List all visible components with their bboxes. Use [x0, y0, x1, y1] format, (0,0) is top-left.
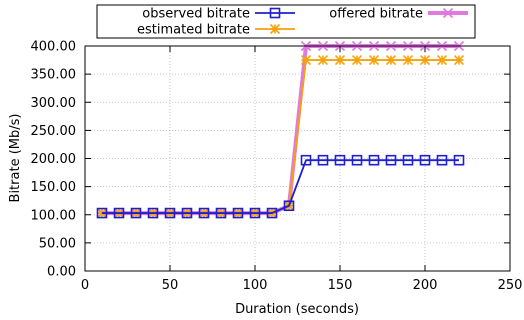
data-point [351, 54, 363, 66]
data-point [385, 154, 397, 166]
data-point [436, 54, 448, 66]
data-point [300, 54, 312, 66]
legend-item: estimated bitrate [137, 23, 295, 38]
y-tick-label: 350.00 [31, 68, 77, 83]
x-tick-label: 250 [498, 278, 523, 293]
x-tick-label: 150 [328, 278, 353, 293]
data-point [368, 154, 380, 166]
legend-marker [269, 7, 281, 19]
y-tick-label: 250.00 [31, 124, 77, 139]
data-point [419, 154, 431, 166]
data-point [436, 154, 448, 166]
y-tick-label: 200.00 [31, 152, 77, 167]
x-tick-label: 0 [81, 278, 89, 293]
data-point [453, 54, 465, 66]
x-tick-label: 100 [243, 278, 268, 293]
y-axis-label: Bitrate (Mb/s) [8, 114, 23, 203]
data-point [351, 154, 363, 166]
data-point [266, 207, 278, 219]
data-point [368, 54, 380, 66]
x-tick-label: 200 [413, 278, 438, 293]
data-point [419, 54, 431, 66]
data-point [334, 154, 346, 166]
data-point [317, 54, 329, 66]
data-point [96, 207, 108, 219]
data-point [232, 207, 244, 219]
legend-label: observed bitrate [142, 7, 250, 22]
legend-marker [442, 7, 454, 19]
data-point [317, 154, 329, 166]
y-tick-label: 50.00 [39, 236, 76, 251]
legend-marker [269, 23, 281, 35]
data-point [402, 54, 414, 66]
data-point [453, 154, 465, 166]
legend-item: offered bitrate [329, 7, 468, 22]
y-tick-label: 0.00 [47, 265, 76, 280]
legend-box [96, 4, 476, 39]
data-point [283, 200, 295, 212]
data-point [402, 154, 414, 166]
data-point [147, 207, 159, 219]
x-tick-label: 50 [162, 278, 179, 293]
legend-item: observed bitrate [142, 7, 295, 22]
legend-label: offered bitrate [329, 7, 423, 22]
y-tick-label: 400.00 [31, 40, 77, 55]
data-point [334, 54, 346, 66]
y-tick-label: 150.00 [31, 180, 77, 195]
legend-label: estimated bitrate [137, 23, 250, 38]
x-axis-label: Duration (seconds) [235, 302, 359, 317]
grid-lines [85, 46, 510, 271]
y-tick-label: 100.00 [31, 208, 77, 223]
data-point [181, 207, 193, 219]
data-point [113, 207, 125, 219]
data-point [215, 207, 227, 219]
data-point [300, 154, 312, 166]
data-point [198, 207, 210, 219]
series-observed-bitrate [96, 154, 465, 219]
y-tick-label: 300.00 [31, 96, 77, 111]
data-point [385, 54, 397, 66]
data-point [130, 207, 142, 219]
data-point [249, 207, 261, 219]
data-point [164, 207, 176, 219]
axis-ticks: 0.00 50.00 100.00 150.00 200.00 250.00 300.00 3… [31, 40, 523, 294]
series-line [102, 159, 459, 214]
